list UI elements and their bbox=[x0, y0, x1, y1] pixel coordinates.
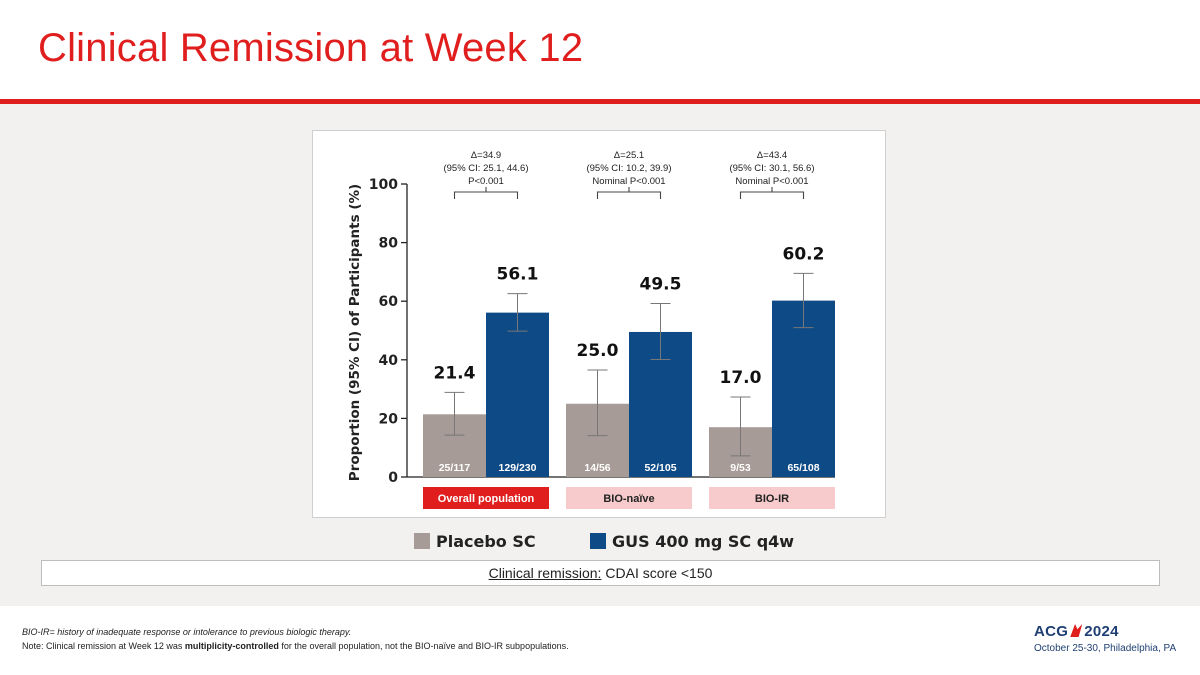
footnote-bio-ir: BIO-IR= history of inadequate response o… bbox=[22, 627, 352, 637]
legend-label-placebo: Placebo SC bbox=[436, 531, 536, 551]
footnote-note-suffix: for the overall population, not the BIO-… bbox=[278, 641, 569, 651]
category-box bbox=[566, 487, 692, 509]
bar-gus bbox=[486, 312, 549, 477]
n-label: 129/230 bbox=[499, 462, 537, 474]
y-tick-label: 80 bbox=[379, 236, 399, 252]
comparison-delta: Δ=25.1 bbox=[614, 150, 644, 161]
category-label: Overall population bbox=[438, 493, 535, 505]
acg-flame-icon bbox=[1070, 624, 1083, 637]
n-label: 9/53 bbox=[730, 462, 751, 474]
acg-logo-text-left: ACG bbox=[1034, 623, 1069, 640]
y-tick-label: 60 bbox=[379, 294, 399, 310]
footer bbox=[0, 606, 1200, 675]
n-label: 65/108 bbox=[787, 462, 819, 474]
y-tick-label: 40 bbox=[379, 353, 399, 369]
bar-chart: 0 20 40 60 80 100 Proportion (95% CI) of Parti… bbox=[347, 150, 835, 509]
chart-card: 0 20 40 60 80 100 Proportion (95% CI) of Parti… bbox=[312, 130, 886, 518]
comparison-bracket bbox=[453, 191, 519, 199]
category-label: BIO-IR bbox=[755, 493, 789, 505]
data-label: 21.4 bbox=[434, 363, 476, 383]
category-box bbox=[709, 487, 835, 509]
legend-item-placebo: Placebo SC bbox=[414, 528, 536, 554]
data-label: 17.0 bbox=[720, 368, 762, 388]
comparison-delta: Δ=34.9 bbox=[471, 150, 501, 161]
legend-item-gus: GUS 400 mg SC q4w bbox=[590, 528, 794, 554]
definition-box: Clinical remission: CDAI score <150 bbox=[41, 560, 1160, 586]
legend-label-gus: GUS 400 mg SC q4w bbox=[612, 531, 795, 551]
category-box bbox=[423, 487, 549, 509]
data-label: 56.1 bbox=[497, 265, 539, 285]
slide-title: Clinical Remission at Week 12 bbox=[38, 26, 584, 70]
data-label: 60.2 bbox=[783, 244, 825, 264]
footnote-note: Note: Clinical remission at Week 12 was … bbox=[22, 641, 569, 651]
comparison-ci: (95% CI: 30.1, 56.6) bbox=[729, 163, 814, 174]
header-divider bbox=[0, 99, 1200, 104]
definition-term: Clinical remission: bbox=[488, 565, 602, 581]
slide-header: Clinical Remission at Week 12 bbox=[0, 0, 1200, 100]
comparison-delta: Δ=43.4 bbox=[757, 150, 787, 161]
bar-gus bbox=[772, 300, 835, 477]
comparison-bracket bbox=[596, 191, 662, 199]
legend-swatch-gus bbox=[590, 533, 606, 549]
acg-logo: ACG 2024 bbox=[1034, 623, 1119, 640]
data-label: 49.5 bbox=[640, 275, 682, 295]
legend-swatch-placebo bbox=[414, 533, 430, 549]
n-label: 14/56 bbox=[584, 462, 610, 474]
data-label: 25.0 bbox=[577, 341, 619, 361]
category-label: BIO-naïve bbox=[603, 493, 654, 505]
comparison-ci: (95% CI: 10.2, 39.9) bbox=[586, 163, 671, 174]
comparison-p: Nominal P<0.001 bbox=[735, 176, 808, 187]
comparison-p: P<0.001 bbox=[468, 176, 504, 187]
n-label: 25/117 bbox=[439, 462, 471, 474]
comparison-p: Nominal P<0.001 bbox=[592, 176, 665, 187]
definition-text: CDAI score <150 bbox=[605, 565, 713, 581]
footnote-note-bold: multiplicity-controlled bbox=[184, 641, 279, 651]
acg-logo-text-right: 2024 bbox=[1084, 623, 1119, 640]
y-tick-label: 20 bbox=[379, 411, 399, 427]
comparison-ci: (95% CI: 25.1, 44.6) bbox=[443, 163, 528, 174]
comparison-bracket bbox=[739, 191, 805, 199]
conference-date: October 25-30, Philadelphia, PA bbox=[1034, 643, 1177, 654]
n-label: 52/105 bbox=[644, 462, 676, 474]
footnote-note-prefix: Note: Clinical remission at Week 12 was bbox=[22, 641, 185, 651]
y-tick-label: 100 bbox=[369, 177, 398, 193]
y-tick-label: 0 bbox=[388, 470, 398, 486]
y-axis-title: Proportion (95% CI) of Participants (%) bbox=[347, 184, 363, 481]
